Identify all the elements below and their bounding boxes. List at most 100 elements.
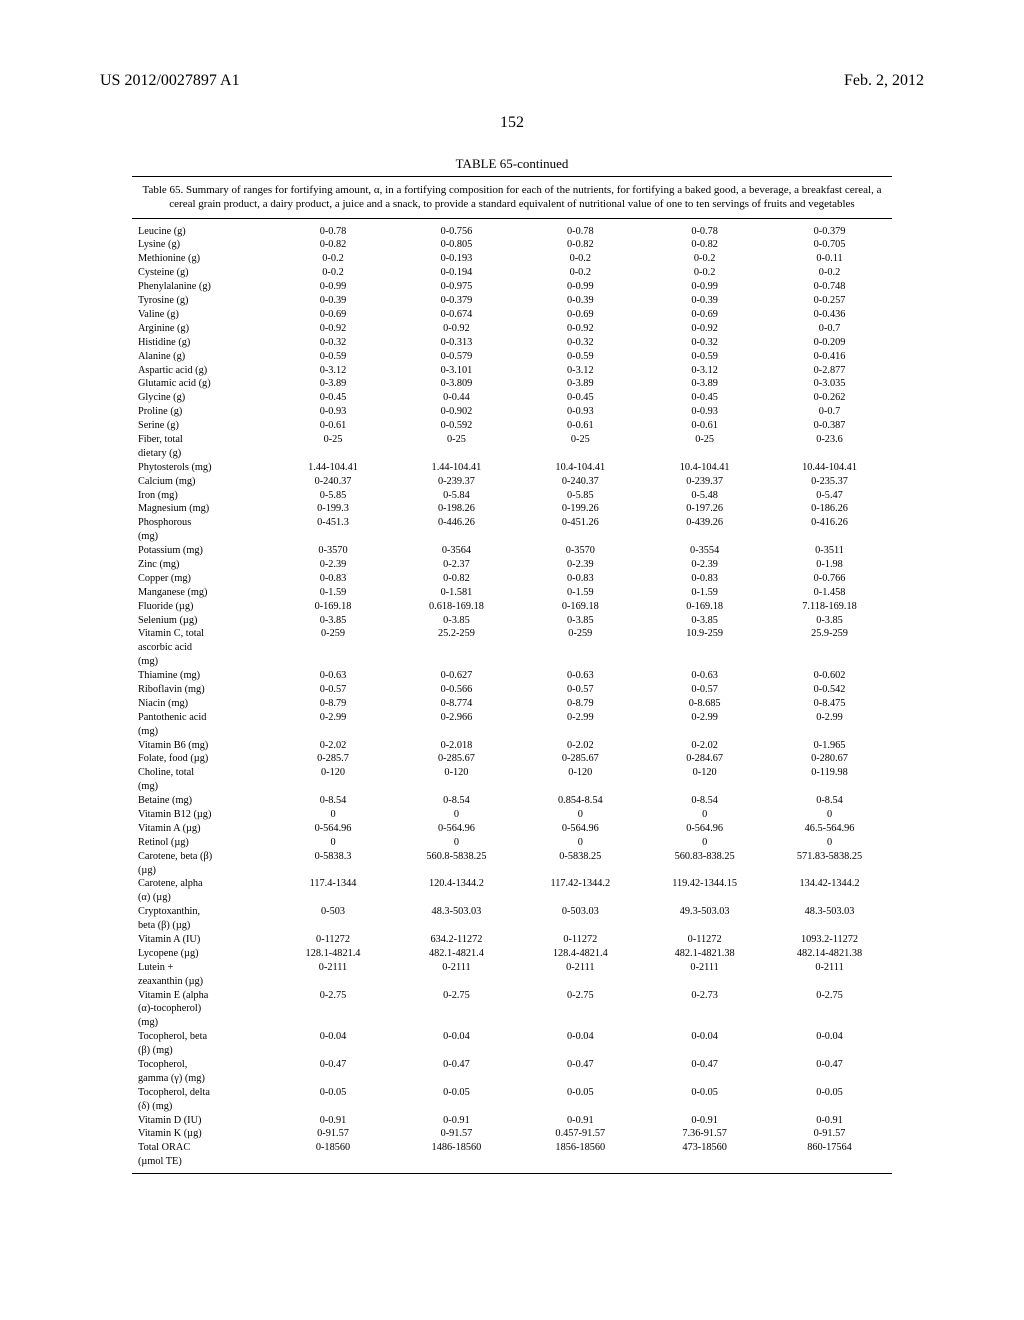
nutrient-value: 0-0.194 bbox=[394, 266, 518, 280]
nutrient-value: 0-0.05 bbox=[642, 1086, 767, 1100]
nutrient-label: (mg) bbox=[132, 1016, 272, 1030]
table-row: Potassium (mg)0-35700-35640-35700-35540-… bbox=[132, 544, 892, 558]
nutrient-value: 0-0.99 bbox=[272, 280, 395, 294]
table-row: Cysteine (g)0-0.20-0.1940-0.20-0.20-0.2 bbox=[132, 266, 892, 280]
table-title: TABLE 65-continued bbox=[100, 156, 924, 172]
nutrient-value: 0-0.627 bbox=[394, 669, 518, 683]
nutrient-label: Cryptoxanthin, bbox=[132, 905, 272, 919]
nutrient-value bbox=[518, 1155, 642, 1169]
nutrient-value: 7.118-169.18 bbox=[767, 600, 892, 614]
nutrient-value: 7.36-91.57 bbox=[642, 1127, 767, 1141]
nutrient-value: 0-3.12 bbox=[642, 364, 767, 378]
table-row: Magnesium (mg)0-199.30-198.260-199.260-1… bbox=[132, 502, 892, 516]
table-row: Selenium (µg)0-3.850-3.850-3.850-3.850-3… bbox=[132, 614, 892, 628]
nutrient-label: Fiber, total bbox=[132, 433, 272, 447]
nutrient-label: Potassium (mg) bbox=[132, 544, 272, 558]
nutrient-value: 0-2.75 bbox=[767, 989, 892, 1003]
table-row: Histidine (g)0-0.320-0.3130-0.320-0.320-… bbox=[132, 336, 892, 350]
nutrient-value: 0-0.674 bbox=[394, 308, 518, 322]
nutrient-value bbox=[642, 1072, 767, 1086]
table-row: (mg) bbox=[132, 1016, 892, 1030]
nutrient-value: 0 bbox=[767, 808, 892, 822]
nutrient-label: Fluoride (µg) bbox=[132, 600, 272, 614]
nutrient-value: 0-0.59 bbox=[272, 350, 395, 364]
nutrient-label: dietary (g) bbox=[132, 447, 272, 461]
nutrient-value: 0-2.75 bbox=[518, 989, 642, 1003]
nutrient-value bbox=[394, 1155, 518, 1169]
nutrient-value: 0-439.26 bbox=[642, 516, 767, 530]
nutrient-value bbox=[272, 1044, 395, 1058]
nutrient-label: Glutamic acid (g) bbox=[132, 377, 272, 391]
nutrient-value: 0-11272 bbox=[272, 933, 395, 947]
nutrient-value: 0-8.79 bbox=[518, 697, 642, 711]
nutrient-label: Alanine (g) bbox=[132, 350, 272, 364]
nutrient-value bbox=[272, 975, 395, 989]
nutrient-value: 0-2.39 bbox=[642, 558, 767, 572]
nutrient-value bbox=[394, 975, 518, 989]
nutrient-value: 0-0.602 bbox=[767, 669, 892, 683]
table-row: Calcium (mg)0-240.370-239.370-240.370-23… bbox=[132, 475, 892, 489]
nutrient-value: 0-0.579 bbox=[394, 350, 518, 364]
publication-number: US 2012/0027897 A1 bbox=[100, 72, 240, 90]
nutrient-value: 0-5838.25 bbox=[518, 850, 642, 864]
nutrient-value: 128.1-4821.4 bbox=[272, 947, 395, 961]
nutrient-value: 0-3.809 bbox=[394, 377, 518, 391]
table-row: (α) (µg) bbox=[132, 891, 892, 905]
nutrient-value: 0-235.37 bbox=[767, 475, 892, 489]
nutrient-value: 0-0.82 bbox=[394, 572, 518, 586]
nutrient-value bbox=[767, 530, 892, 544]
nutrient-value: 25.2-259 bbox=[394, 627, 518, 641]
nutrient-label: Proline (g) bbox=[132, 405, 272, 419]
table-row: Valine (g)0-0.690-0.6740-0.690-0.690-0.4… bbox=[132, 308, 892, 322]
table-row: Fluoride (µg)0-169.180.618-169.180-169.1… bbox=[132, 600, 892, 614]
nutrient-value: 0-3.89 bbox=[272, 377, 395, 391]
nutrient-value: 0-3554 bbox=[642, 544, 767, 558]
nutrient-value: 0-284.67 bbox=[642, 752, 767, 766]
table-row: Phosphorous0-451.30-446.260-451.260-439.… bbox=[132, 516, 892, 530]
nutrient-value: 0-2.02 bbox=[518, 739, 642, 753]
page-header: US 2012/0027897 A1 Feb. 2, 2012 bbox=[100, 72, 924, 90]
nutrient-value: 1486-18560 bbox=[394, 1141, 518, 1155]
nutrient-value: 0-8.475 bbox=[767, 697, 892, 711]
nutrient-value: 0-0.902 bbox=[394, 405, 518, 419]
nutrient-value: 0-2.39 bbox=[518, 558, 642, 572]
nutrient-value bbox=[272, 864, 395, 878]
nutrient-value: 0-564.96 bbox=[642, 822, 767, 836]
nutrient-label: Lysine (g) bbox=[132, 238, 272, 252]
nutrient-value: 0-0.04 bbox=[767, 1030, 892, 1044]
nutrient-value bbox=[394, 530, 518, 544]
nutrient-value: 0-197.26 bbox=[642, 502, 767, 516]
nutrient-label: Tocopherol, bbox=[132, 1058, 272, 1072]
nutrient-value: 0-5.85 bbox=[272, 489, 395, 503]
nutrient-value bbox=[518, 864, 642, 878]
nutrient-value: 634.2-11272 bbox=[394, 933, 518, 947]
nutrient-value: 0-0.47 bbox=[272, 1058, 395, 1072]
nutrient-label: Total ORAC bbox=[132, 1141, 272, 1155]
nutrient-value bbox=[518, 780, 642, 794]
nutrient-label: Valine (g) bbox=[132, 308, 272, 322]
nutrient-value: 0-0.2 bbox=[642, 266, 767, 280]
nutrient-value: 0-0.47 bbox=[394, 1058, 518, 1072]
nutrient-value: 0-3570 bbox=[272, 544, 395, 558]
nutrient-value: 0-0.705 bbox=[767, 238, 892, 252]
nutrient-value: 0-5.47 bbox=[767, 489, 892, 503]
nutrient-value: 1093.2-11272 bbox=[767, 933, 892, 947]
nutrient-label: Phenylalanine (g) bbox=[132, 280, 272, 294]
nutrient-value bbox=[642, 1016, 767, 1030]
nutrient-value: 49.3-503.03 bbox=[642, 905, 767, 919]
table-row: Folate, food (µg)0-285.70-285.670-285.67… bbox=[132, 752, 892, 766]
nutrient-label: Lutein + bbox=[132, 961, 272, 975]
nutrient-label: Manganese (mg) bbox=[132, 586, 272, 600]
nutrient-value bbox=[272, 1016, 395, 1030]
nutrient-value: 0-0.91 bbox=[394, 1114, 518, 1128]
nutrient-value: 0-2.37 bbox=[394, 558, 518, 572]
nutrient-label: (β) (mg) bbox=[132, 1044, 272, 1058]
nutrient-value bbox=[767, 1100, 892, 1114]
nutrient-value: 0-0.2 bbox=[272, 252, 395, 266]
nutrient-value: 0-23.6 bbox=[767, 433, 892, 447]
nutrient-value bbox=[642, 641, 767, 655]
nutrient-value bbox=[642, 1100, 767, 1114]
nutrient-value: 0-0.45 bbox=[518, 391, 642, 405]
nutrient-value bbox=[518, 1100, 642, 1114]
nutrient-value: 0-0.99 bbox=[642, 280, 767, 294]
